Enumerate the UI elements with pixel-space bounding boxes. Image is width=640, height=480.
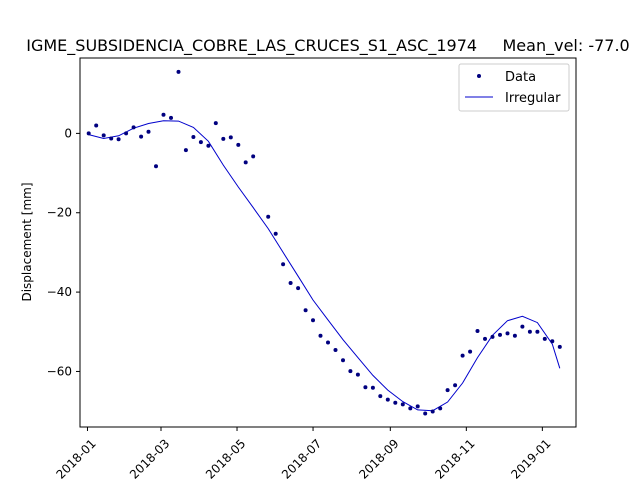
data-point [475, 329, 480, 333]
data-point [288, 281, 293, 285]
data-point [198, 140, 203, 145]
data-point [490, 334, 495, 339]
data-point [176, 69, 181, 74]
data-point [94, 123, 99, 128]
data-point [445, 388, 450, 393]
data-point [370, 385, 375, 390]
data-point [341, 358, 345, 363]
data-point [191, 135, 196, 139]
data-point [296, 286, 301, 291]
y-axis-label: Displacement [mm] [20, 182, 34, 301]
data-point [243, 160, 248, 165]
y-tick-label: 0 [64, 126, 72, 140]
data-point [326, 340, 330, 345]
data-point [311, 318, 315, 323]
data-point [206, 143, 211, 148]
data-point [101, 133, 106, 138]
data-point [535, 329, 540, 334]
series-irregular-line [88, 120, 561, 412]
data-point [438, 406, 443, 411]
plot-data-layer [86, 69, 562, 416]
data-point [139, 134, 144, 139]
legend-box [458, 63, 570, 112]
data-point [169, 115, 173, 120]
data-point [483, 336, 487, 341]
data-point [400, 402, 405, 407]
data-point [385, 397, 390, 402]
data-point [423, 411, 428, 416]
data-point [550, 339, 555, 344]
data-point [542, 336, 547, 341]
data-point [512, 333, 517, 338]
legend-label-data: Data [505, 70, 536, 85]
data-point [154, 164, 158, 169]
data-point [124, 131, 129, 136]
data-point [333, 348, 338, 352]
data-point [355, 372, 360, 377]
data-point [348, 369, 353, 374]
data-point [236, 142, 241, 147]
data-point [460, 353, 465, 358]
data-point [303, 308, 308, 313]
legend-data-marker [477, 74, 481, 78]
data-point [498, 332, 502, 337]
data-point [318, 333, 323, 338]
data-point [273, 231, 278, 236]
data-point [251, 154, 256, 159]
data-point [109, 136, 114, 141]
legend-label-irregular: Irregular [505, 91, 561, 106]
y-axis: 0 −20 −40 −60 [47, 126, 80, 378]
data-point [520, 324, 525, 329]
data-point [281, 262, 286, 267]
data-point [161, 112, 166, 117]
y-tick-label: −40 [47, 285, 72, 299]
data-point [131, 125, 136, 130]
data-point [363, 385, 368, 390]
data-point [378, 394, 383, 399]
data-point [393, 400, 398, 405]
data-point [228, 135, 233, 140]
data-point [557, 344, 562, 349]
data-point [86, 131, 91, 136]
data-point [468, 349, 473, 354]
data-point [453, 383, 458, 388]
data-point [430, 409, 435, 414]
data-point [183, 148, 188, 153]
data-point [415, 404, 420, 409]
plot-area-frame [79, 57, 577, 428]
data-point [116, 137, 121, 142]
y-tick-label: −20 [47, 206, 72, 220]
data-point [213, 121, 218, 126]
data-point [505, 331, 510, 336]
data-point [527, 329, 532, 334]
y-tick-label: −60 [47, 364, 72, 378]
data-point [408, 406, 413, 411]
data-point [266, 214, 271, 219]
data-point [146, 129, 151, 134]
chart-title: IGME_SUBSIDENCIA_COBRE_LAS_CRUCES_S1_ASC… [26, 36, 629, 56]
data-point [221, 136, 226, 141]
legend: Data Irregular [458, 63, 570, 112]
